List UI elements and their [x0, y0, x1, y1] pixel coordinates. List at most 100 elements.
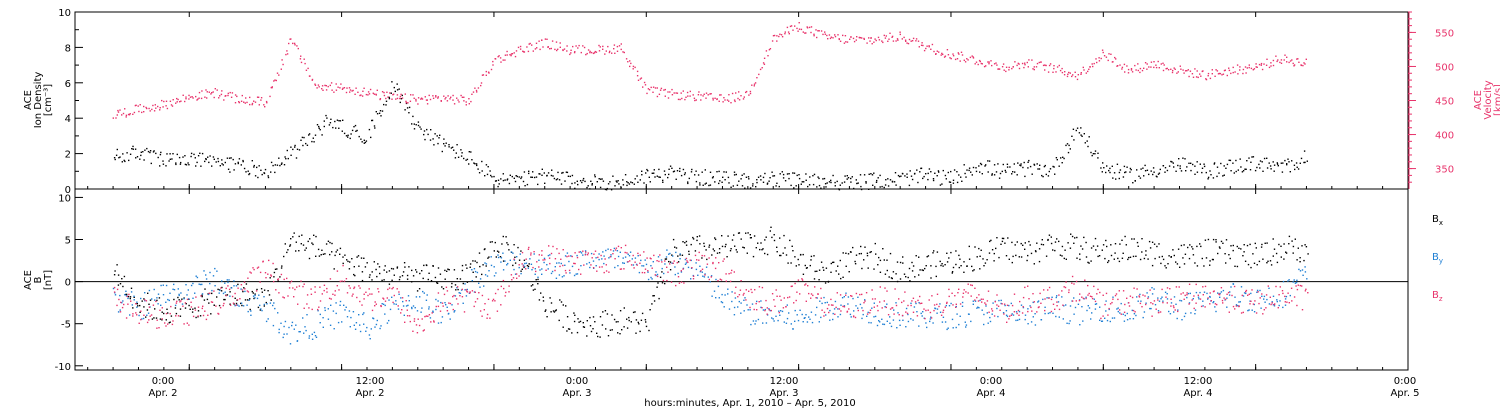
velocity-point	[463, 100, 465, 102]
velocity-point	[810, 26, 813, 28]
b-field-point	[269, 302, 272, 304]
velocity-point	[887, 40, 889, 42]
b-field-point	[330, 304, 332, 306]
b-field-point	[1238, 247, 1240, 249]
density-point	[1097, 152, 1099, 154]
b-field-point	[960, 265, 962, 267]
b-field-point	[225, 294, 227, 297]
velocity-point	[1021, 62, 1024, 65]
b-field-point	[1128, 256, 1130, 259]
velocity-point	[616, 45, 619, 48]
b-field-point	[196, 276, 199, 279]
velocity-point	[885, 35, 887, 37]
density-point	[1164, 171, 1166, 173]
density-point	[641, 170, 643, 172]
velocity-point	[197, 98, 199, 100]
b-field-point	[699, 265, 701, 267]
velocity-point	[1061, 71, 1064, 74]
b-field-point	[1194, 309, 1197, 311]
velocity-point	[417, 103, 419, 105]
b-field-point	[927, 255, 930, 257]
b-field-point	[1207, 298, 1209, 300]
velocity-point	[882, 41, 884, 44]
b-field-point	[874, 298, 876, 300]
b-field-point	[1100, 320, 1103, 322]
velocity-point	[322, 89, 324, 91]
b-field-point	[348, 268, 351, 270]
b-field-point	[974, 300, 977, 302]
b-field-point	[779, 237, 781, 239]
b-field-point	[820, 261, 823, 263]
velocity-point	[797, 30, 799, 32]
b-field-point	[940, 314, 943, 316]
b-field-point	[756, 300, 758, 303]
density-point	[1182, 157, 1184, 159]
density-point	[470, 151, 472, 153]
b-field-point	[289, 343, 292, 345]
b-field-point	[1038, 306, 1040, 308]
velocity-point	[307, 67, 309, 70]
b-field-point	[951, 271, 954, 273]
velocity-point	[1246, 67, 1248, 69]
b-field-point	[384, 313, 386, 315]
b-field-point	[1017, 319, 1019, 321]
density-point	[1228, 159, 1230, 161]
b-field-point	[587, 252, 589, 254]
b-field-point	[183, 298, 185, 300]
b-field-point	[833, 308, 836, 310]
b-field-point	[232, 302, 235, 304]
velocity-point	[613, 44, 616, 46]
b-field-point	[1139, 293, 1141, 296]
b-field-point	[1061, 296, 1063, 298]
b-field-point	[680, 270, 682, 272]
b-field-point	[1279, 286, 1281, 288]
density-point	[1088, 136, 1090, 138]
b-field-point	[395, 300, 397, 302]
b-field-point	[1284, 298, 1287, 300]
velocity-y-label-line: Velocity	[1483, 80, 1494, 119]
b-field-point	[571, 332, 573, 334]
b-field-point	[131, 304, 133, 306]
b-field-point	[580, 265, 582, 267]
density-point	[582, 179, 584, 182]
b-field-point	[258, 294, 260, 296]
b-field-point	[740, 238, 742, 240]
b-field-point	[1207, 238, 1210, 241]
b-field-point	[1284, 295, 1286, 298]
density-point	[345, 135, 348, 137]
density-point	[1248, 157, 1250, 159]
density-y-tick-label: 6	[65, 79, 71, 90]
b-field-point	[179, 308, 182, 310]
b-field-point	[1279, 300, 1281, 302]
b-field-point	[984, 302, 986, 304]
b-field-point	[796, 314, 798, 316]
b-field-point	[369, 293, 371, 295]
b-field-point	[459, 292, 462, 294]
velocity-point	[1260, 64, 1262, 66]
velocity-point	[925, 47, 927, 50]
b-field-point	[1033, 301, 1035, 303]
b-field-point	[291, 321, 294, 324]
b-field-point	[227, 285, 229, 287]
b-field-point	[452, 295, 454, 298]
velocity-point	[1302, 64, 1304, 67]
density-point	[406, 107, 409, 109]
velocity-point	[196, 99, 198, 101]
velocity-point	[395, 98, 397, 100]
b-field-point	[589, 316, 591, 319]
b-field-point	[313, 234, 315, 236]
b-field-point	[427, 278, 429, 281]
b-field-point	[657, 282, 659, 284]
velocity-point	[911, 40, 914, 42]
b-field-point	[692, 275, 695, 277]
density-point	[997, 163, 999, 165]
velocity-point	[658, 93, 661, 95]
b-field-point	[757, 242, 759, 244]
velocity-point	[646, 92, 648, 95]
b-field-point	[1182, 257, 1184, 259]
density-point	[980, 163, 983, 166]
velocity-point	[206, 97, 208, 99]
b-field-point	[838, 273, 840, 275]
density-point	[227, 168, 230, 170]
velocity-point	[470, 100, 472, 103]
